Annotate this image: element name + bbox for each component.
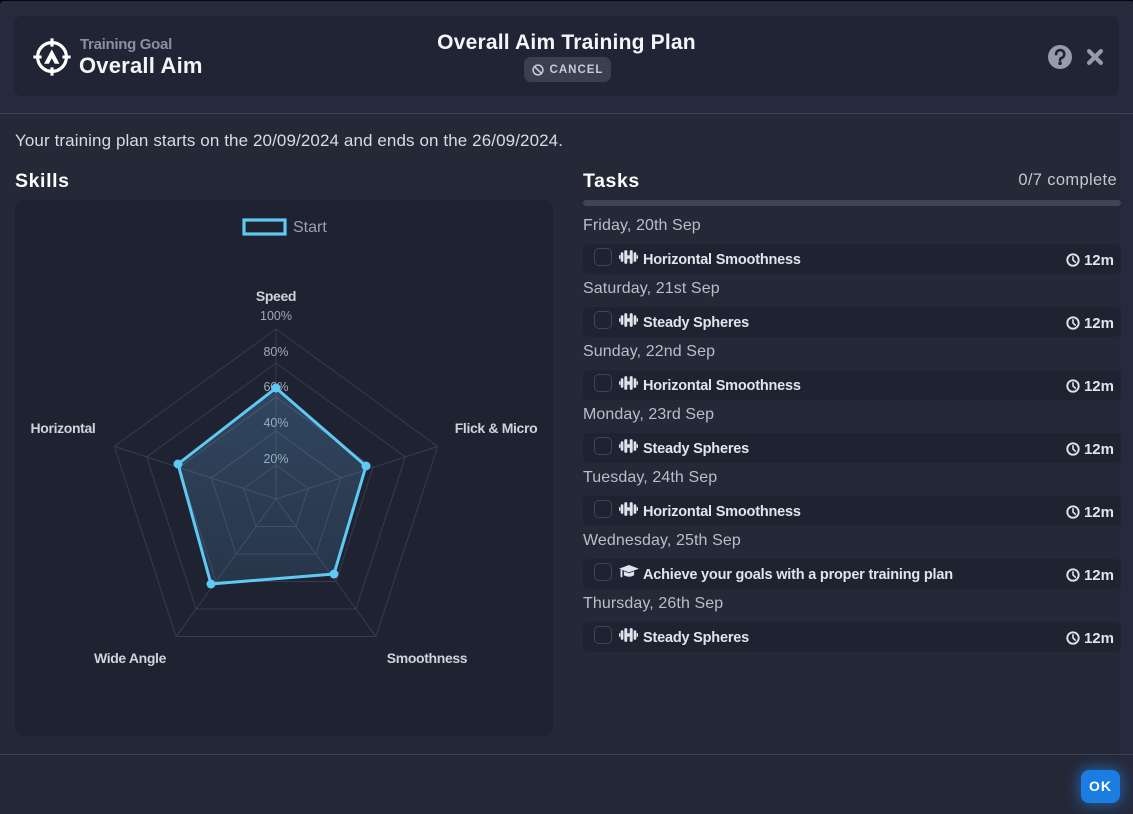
svg-text:Speed: Speed [256,288,296,304]
svg-text:100%: 100% [260,309,292,323]
svg-text:80%: 80% [263,345,288,359]
svg-text:Smoothness: Smoothness [387,650,468,666]
svg-text:Horizontal: Horizontal [31,420,96,436]
svg-text:Start: Start [293,219,327,236]
svg-text:Flick & Micro: Flick & Micro [455,420,538,436]
svg-text:Wide Angle: Wide Angle [94,650,167,666]
